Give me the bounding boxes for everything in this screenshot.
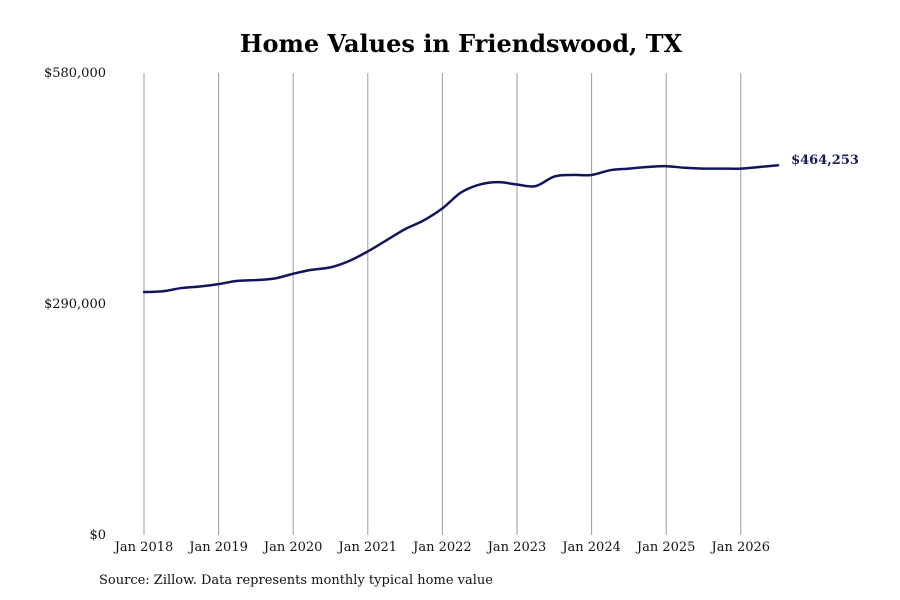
- x-tick-label: Jan 2018: [113, 540, 174, 555]
- x-tick-label: Jan 2025: [635, 540, 696, 555]
- x-tick-label: Jan 2023: [486, 540, 547, 555]
- series-layer: [142, 163, 780, 294]
- x-tick-label: Jan 2020: [262, 540, 323, 555]
- x-tick-label: Jan 2026: [710, 540, 771, 555]
- x-axis-ticks: Jan 2018 Jan 2019 Jan 2020 Jan 2021 Jan 2022…: [113, 540, 770, 555]
- y-tick-label: $0: [89, 528, 106, 543]
- chart-title: Home Values in Friendswood, TX: [240, 29, 683, 58]
- y-tick-label: $290,000: [44, 297, 106, 312]
- y-axis-ticks: $0 $290,000 $580,000: [44, 66, 106, 543]
- home-value-line: [142, 163, 780, 294]
- x-tick-label: Jan 2021: [337, 540, 398, 555]
- end-value-label: $464,253: [791, 153, 859, 168]
- source-note: Source: Zillow. Data represents monthly …: [99, 573, 493, 588]
- x-tick-label: Jan 2024: [560, 540, 621, 555]
- gridlines: [143, 73, 742, 535]
- x-tick-label: Jan 2022: [411, 540, 472, 555]
- x-tick-label: Jan 2019: [187, 540, 248, 555]
- y-tick-label: $580,000: [44, 66, 106, 81]
